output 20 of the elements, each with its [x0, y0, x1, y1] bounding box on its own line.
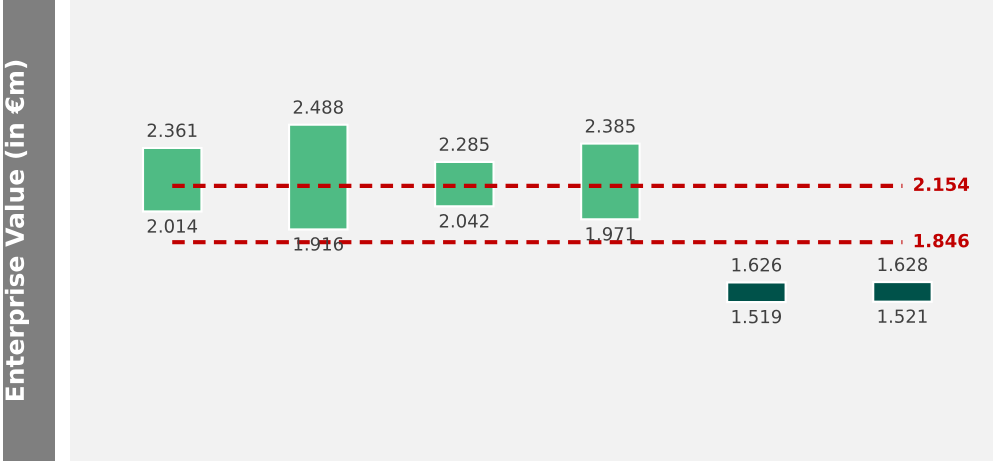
- data-label: 2.385: [586, 119, 635, 133]
- bar: [580, 142, 641, 220]
- data-label: 1.628: [878, 258, 928, 272]
- annotation: 1.519: [732, 310, 781, 324]
- bar: [434, 160, 495, 208]
- annotation: 1.971: [586, 227, 635, 241]
- annotation: 2.014: [148, 219, 198, 233]
- annotation: 1.521: [878, 309, 927, 324]
- bar: [288, 124, 349, 230]
- ref-line-label: 1.846: [914, 234, 969, 248]
- data-label: 1.626: [732, 258, 782, 272]
- data-label: 2.361: [148, 123, 196, 138]
- data-label: 2.488: [294, 100, 343, 114]
- y-axis-title: Enterprise Value (in €m): [4, 60, 29, 400]
- bar: [726, 281, 787, 304]
- bar: [872, 281, 933, 303]
- bar: [142, 146, 202, 213]
- ref-line-label: 2.154: [914, 177, 969, 192]
- annotation: 2.042: [440, 214, 488, 228]
- data-label: 2.285: [440, 137, 489, 152]
